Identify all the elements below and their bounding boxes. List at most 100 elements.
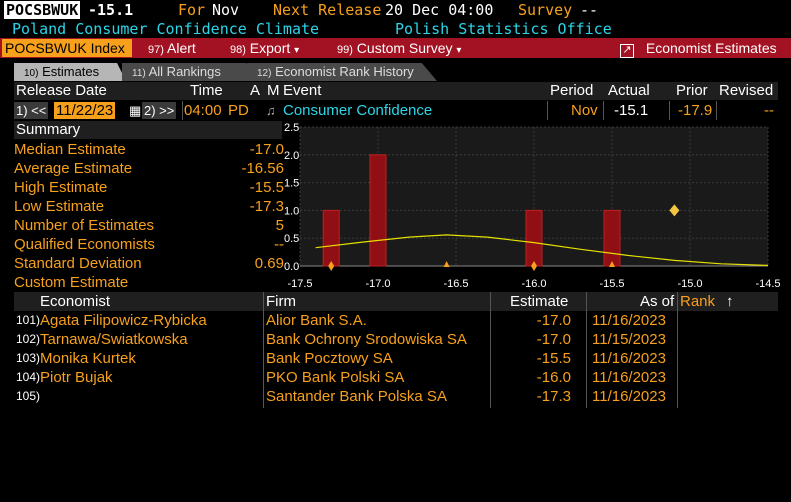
launch-icon: ↗ xyxy=(620,44,634,58)
x-tick-label: -17.5 xyxy=(287,278,312,290)
y-tick-label: 2.5 xyxy=(284,122,299,134)
tab-economist-rank-history[interactable]: 12) Economist Rank History xyxy=(247,63,437,81)
col-rank[interactable]: Rank xyxy=(680,293,716,310)
tab-rank-history-label: Economist Rank History xyxy=(275,64,414,79)
sort-ascending-icon[interactable]: ↑ xyxy=(726,293,734,310)
row-number: 102) xyxy=(16,332,41,346)
estimate-axis-marker xyxy=(531,261,537,271)
custom-survey-button[interactable]: 99) Custom Survey ▾ xyxy=(337,38,461,58)
divider xyxy=(716,101,717,120)
col-time[interactable]: Time xyxy=(190,82,223,99)
col-actual[interactable]: Actual xyxy=(608,82,650,99)
release-timezone: PD xyxy=(228,102,249,119)
col-period[interactable]: Period xyxy=(550,82,594,99)
col-estimate[interactable]: Estimate xyxy=(510,293,569,310)
economist-name: Piotr Bujak xyxy=(40,369,113,386)
x-tick-label: -15.5 xyxy=(599,278,624,290)
firm-name: Alior Bank S.A. xyxy=(266,312,367,329)
ticker-symbol[interactable]: POCSBWUK xyxy=(4,1,81,19)
summary-label: High Estimate xyxy=(14,179,108,196)
security-title: Poland Consumer Confidence Climate xyxy=(12,20,320,38)
alert-label: Alert xyxy=(167,40,196,56)
estimate-value: -17.0 xyxy=(536,312,571,329)
as-of-date: 11/16/2023 xyxy=(592,312,666,329)
custom-survey-shortcut: 99) xyxy=(337,44,353,56)
col-a[interactable]: A xyxy=(250,82,261,99)
y-tick-label: 2.0 xyxy=(284,150,299,162)
release-time: 04:00 xyxy=(184,102,222,119)
security-source: Polish Statistics Office xyxy=(395,20,612,38)
calendar-icon[interactable]: ▦ xyxy=(129,103,142,118)
table-row[interactable]: 104) Piotr Bujak PKO Bank Polski SA -16.0 11… xyxy=(14,368,778,387)
estimate-distribution-chart: 0.0 0.5 1.0 1.5 2.0 2.5 -17.5 -17.0 -16.5 -16.0 -1… xyxy=(284,122,781,290)
tab-all-rankings[interactable]: 11) All Rankings xyxy=(122,63,257,81)
for-value: Nov xyxy=(212,1,240,19)
next-release-value: 20 Dec 04:00 xyxy=(385,1,494,19)
col-as-of[interactable]: As of xyxy=(640,293,675,310)
divider xyxy=(490,292,491,408)
x-tick-label: -14.5 xyxy=(755,278,780,290)
economist-table-header: Economist Firm Estimate As of Rank ↑ xyxy=(14,292,778,311)
col-event[interactable]: Event xyxy=(283,82,322,99)
table-row[interactable]: 103) Monika Kurtek Bank Pocztowy SA -15.5 11… xyxy=(14,349,778,368)
table-row[interactable]: 102) Tarnawa/Swiatkowska Bank Ochrony Srod… xyxy=(14,330,778,349)
table-row[interactable]: 101) Agata Filipowicz-Rybicka Alior Bank S… xyxy=(14,311,778,330)
tab-estimates-shortcut: 10) xyxy=(24,68,39,79)
release-revised: -- xyxy=(764,102,774,119)
summary-label: Low Estimate xyxy=(14,198,105,215)
summary-row: Low Estimate -17.3 xyxy=(14,197,284,216)
last-value: -15.1 xyxy=(88,1,134,19)
table-row[interactable]: 105) Santander Bank Polska SA -17.3 11/16/2… xyxy=(14,387,778,406)
col-revised[interactable]: Revised xyxy=(719,82,774,99)
col-prior[interactable]: Prior xyxy=(676,82,708,99)
histogram-bar xyxy=(322,209,340,267)
summary-label: Average Estimate xyxy=(14,160,133,177)
summary-value: -17.0 xyxy=(249,141,284,158)
event-name[interactable]: Consumer Confidence xyxy=(283,102,433,119)
summary-value: -15.5 xyxy=(249,179,284,196)
release-period: Nov xyxy=(571,102,598,119)
col-economist[interactable]: Economist xyxy=(40,293,111,310)
divider xyxy=(182,101,183,120)
summary-value: -- xyxy=(274,236,284,253)
x-tick-label: -15.0 xyxy=(677,278,702,290)
index-button[interactable]: POCSBWUK Index xyxy=(2,39,132,57)
release-table-header: Release Date Time A M Event Period Actua… xyxy=(14,82,778,100)
export-button[interactable]: 98) Export ▾ xyxy=(230,38,299,58)
economist-estimates-button[interactable]: ↗ Economist Estimates xyxy=(620,38,777,58)
as-of-date: 11/15/2023 xyxy=(592,331,666,348)
col-m[interactable]: M xyxy=(267,82,280,99)
tab-estimates[interactable]: 10) Estimates xyxy=(14,63,126,81)
firm-name: PKO Bank Polski SA xyxy=(266,369,405,386)
summary-row: Median Estimate -17.0 xyxy=(14,140,284,159)
release-date-field[interactable]: 11/22/23 xyxy=(54,102,116,119)
alert-button[interactable]: 97) Alert xyxy=(148,38,196,58)
custom-survey-label: Custom Survey xyxy=(356,40,453,56)
row-number: 104) xyxy=(16,370,41,384)
custom-survey-dropdown-icon: ▾ xyxy=(456,45,462,56)
col-firm[interactable]: Firm xyxy=(266,293,296,310)
estimate-value: -17.3 xyxy=(536,388,571,405)
divider xyxy=(547,101,548,120)
divider xyxy=(586,292,587,408)
tab-rank-history-shortcut: 12) xyxy=(257,68,272,79)
as-of-date: 11/16/2023 xyxy=(592,369,666,386)
release-prior: -17.9 xyxy=(678,102,713,119)
security-description: Poland Consumer Confidence Climate Polis… xyxy=(0,20,791,38)
distribution-curve xyxy=(315,234,769,266)
release-row: 1) << 11/22/23 ▦ 2) >> 04:00 PD ♫ Consum… xyxy=(14,101,778,120)
summary-value: -16.56 xyxy=(241,160,284,177)
economist-name: Agata Filipowicz-Rybicka xyxy=(40,312,207,329)
survey-value: -- xyxy=(580,1,599,19)
col-release-date[interactable]: Release Date xyxy=(16,82,107,99)
tab-all-rankings-shortcut: 11) xyxy=(132,68,146,79)
as-of-date: 11/16/2023 xyxy=(592,350,666,367)
next-date-button[interactable]: 2) >> xyxy=(142,102,177,119)
summary-label: Qualified Economists xyxy=(14,236,155,253)
bell-icon[interactable]: ♫ xyxy=(266,103,276,118)
firm-name: Bank Ochrony Srodowiska SA xyxy=(266,331,467,348)
summary-label: Custom Estimate xyxy=(14,274,129,291)
estimate-axis-marker xyxy=(328,261,335,271)
summary-label: Standard Deviation xyxy=(14,255,142,272)
prev-date-button[interactable]: 1) << xyxy=(14,102,49,119)
